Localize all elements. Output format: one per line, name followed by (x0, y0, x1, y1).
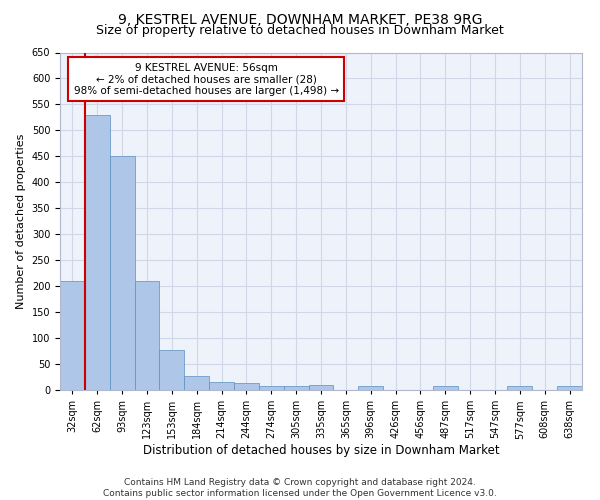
Bar (284, 386, 308, 390)
Bar (308, 385, 334, 390)
Bar (557, 386, 582, 390)
Bar (134, 281, 160, 390)
Bar (209, 382, 234, 390)
Text: Contains HM Land Registry data © Crown copyright and database right 2024.
Contai: Contains HM Land Registry data © Crown c… (103, 478, 497, 498)
Bar (433, 386, 458, 390)
Text: Size of property relative to detached houses in Downham Market: Size of property relative to detached ho… (96, 24, 504, 37)
Bar (110, 156, 134, 390)
Bar (160, 350, 184, 390)
Bar (259, 386, 284, 390)
Y-axis label: Number of detached properties: Number of detached properties (16, 134, 26, 309)
Bar (358, 386, 383, 390)
X-axis label: Distribution of detached houses by size in Downham Market: Distribution of detached houses by size … (143, 444, 499, 457)
Text: 9, KESTREL AVENUE, DOWNHAM MARKET, PE38 9RG: 9, KESTREL AVENUE, DOWNHAM MARKET, PE38 … (118, 12, 482, 26)
Bar (60, 281, 85, 390)
Bar (184, 376, 209, 390)
Bar (508, 386, 532, 390)
Bar (234, 383, 259, 390)
Bar (85, 115, 110, 390)
Text: 9 KESTREL AVENUE: 56sqm
← 2% of detached houses are smaller (28)
98% of semi-det: 9 KESTREL AVENUE: 56sqm ← 2% of detached… (74, 62, 339, 96)
